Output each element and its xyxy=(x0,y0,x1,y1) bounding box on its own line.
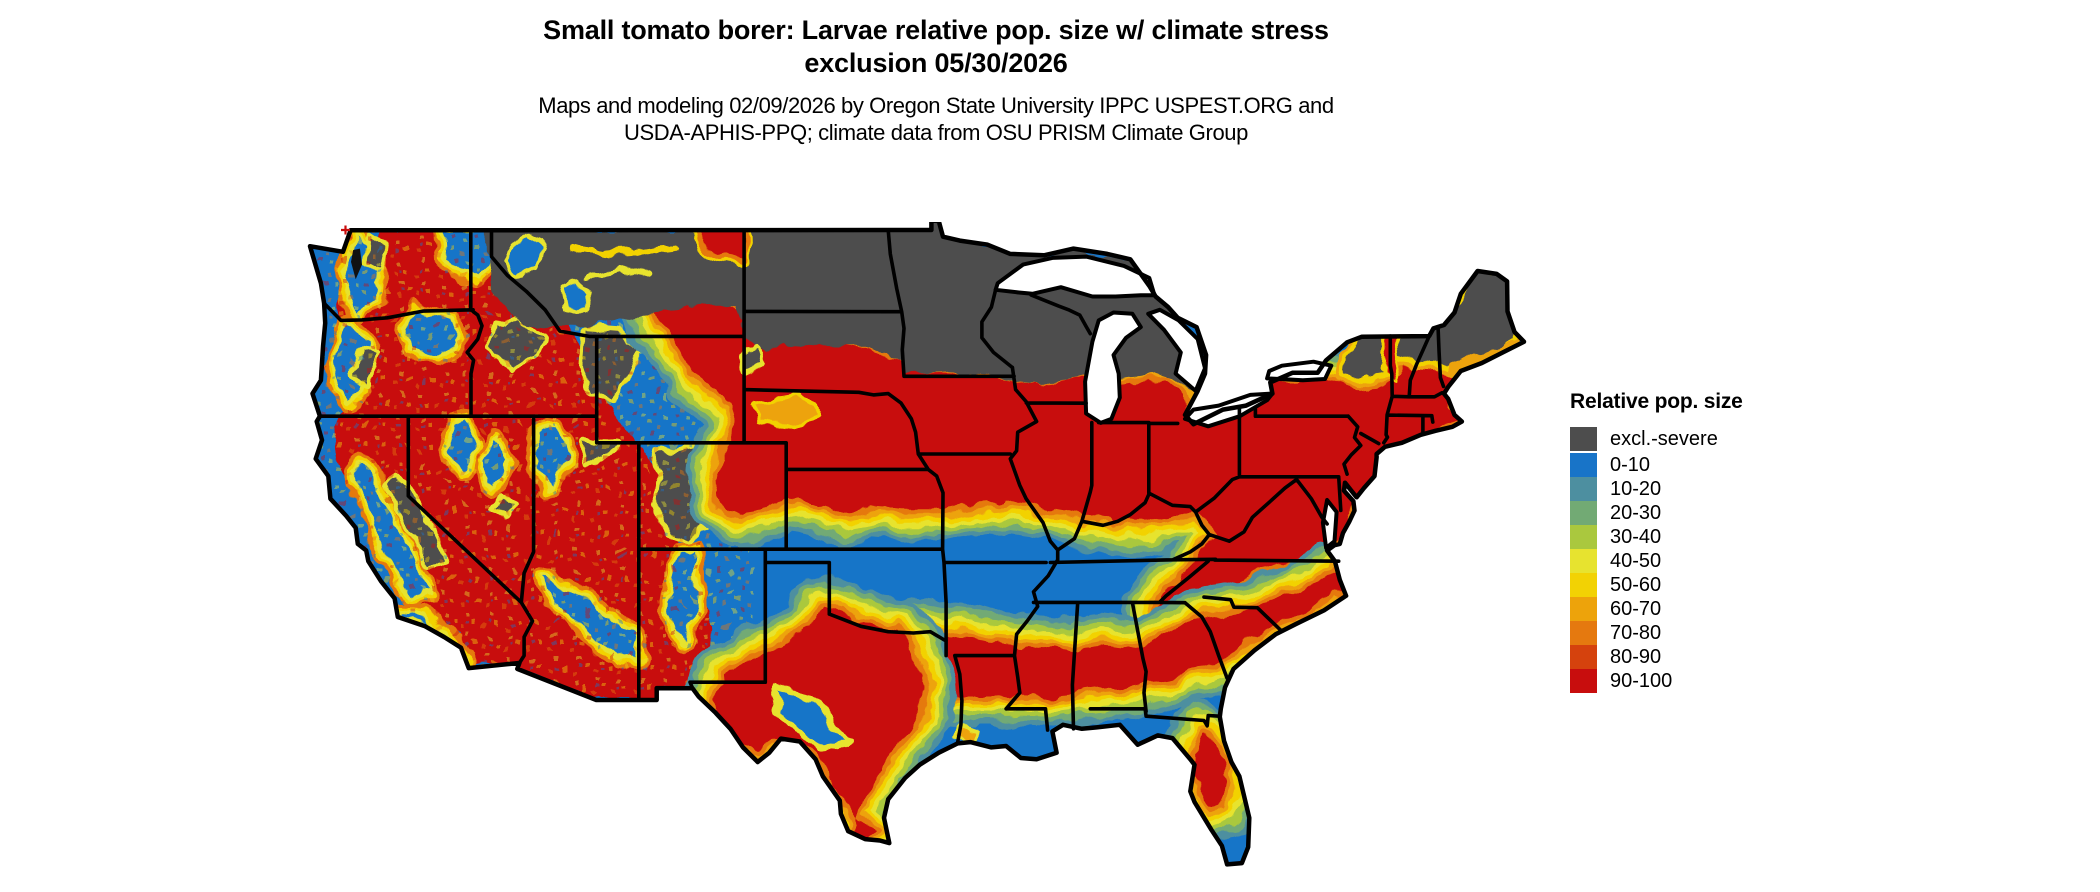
legend-swatch xyxy=(1570,477,1597,501)
us-map-svg xyxy=(307,222,1527,867)
title-line-2: exclusion 05/30/2026 xyxy=(804,48,1068,78)
legend-swatch xyxy=(1570,597,1597,621)
legend-item: 0-10 xyxy=(1570,453,1870,477)
page-subtitle: Maps and modeling 02/09/2026 by Oregon S… xyxy=(296,92,1576,146)
page-title: Small tomato borer: Larvae relative pop.… xyxy=(296,14,1576,80)
legend-item-label: 40-50 xyxy=(1610,549,1662,572)
legend-swatch xyxy=(1570,427,1597,451)
legend-swatch xyxy=(1570,645,1597,669)
legend-item-label: excl.-severe xyxy=(1610,427,1718,450)
legend-item-label: 0-10 xyxy=(1610,453,1651,476)
legend-item-label: 70-80 xyxy=(1610,621,1662,644)
legend-swatch xyxy=(1570,453,1597,477)
legend-item: 80-90 xyxy=(1570,645,1870,669)
legend-swatch xyxy=(1570,621,1597,645)
legend-item-label: 20-30 xyxy=(1610,501,1662,524)
legend-swatch xyxy=(1570,549,1597,573)
legend-swatch xyxy=(1570,501,1597,525)
legend-item: 50-60 xyxy=(1570,573,1870,597)
legend-item-label: 10-20 xyxy=(1610,477,1662,500)
legend-item-label: 80-90 xyxy=(1610,645,1662,668)
legend-item: 30-40 xyxy=(1570,525,1870,549)
legend-item: 90-100 xyxy=(1570,669,1870,693)
legend-item: 10-20 xyxy=(1570,477,1870,501)
legend-swatch xyxy=(1570,525,1597,549)
us-map xyxy=(295,222,1535,882)
legend-swatch xyxy=(1570,669,1597,693)
title-line-1: Small tomato borer: Larvae relative pop.… xyxy=(543,15,1329,45)
legend-item: excl.-severe xyxy=(1570,427,1870,451)
subtitle-line-1: Maps and modeling 02/09/2026 by Oregon S… xyxy=(538,93,1334,118)
legend-item: 20-30 xyxy=(1570,501,1870,525)
legend-title: Relative pop. size xyxy=(1570,390,1743,413)
legend-item: 60-70 xyxy=(1570,597,1870,621)
us-outline xyxy=(307,222,1527,867)
legend-item-label: 90-100 xyxy=(1610,669,1673,692)
legend-item: 70-80 xyxy=(1570,621,1870,645)
legend-item-label: 60-70 xyxy=(1610,597,1662,620)
legend-item-label: 30-40 xyxy=(1610,525,1662,548)
subtitle-line-2: USDA-APHIS-PPQ; climate data from OSU PR… xyxy=(624,120,1248,145)
legend-item: 40-50 xyxy=(1570,549,1870,573)
legend-rows: excl.-severe 0-10 10-20 20-30 30-40 40-50 50-6… xyxy=(1570,427,1870,693)
legend-swatch xyxy=(1570,573,1597,597)
map-corner-marker xyxy=(341,225,350,235)
legend-item-label: 50-60 xyxy=(1610,573,1662,596)
legend: Relative pop. size excl.-severe 0-10 10-20… xyxy=(1570,390,1870,693)
state-borders xyxy=(318,228,1446,744)
